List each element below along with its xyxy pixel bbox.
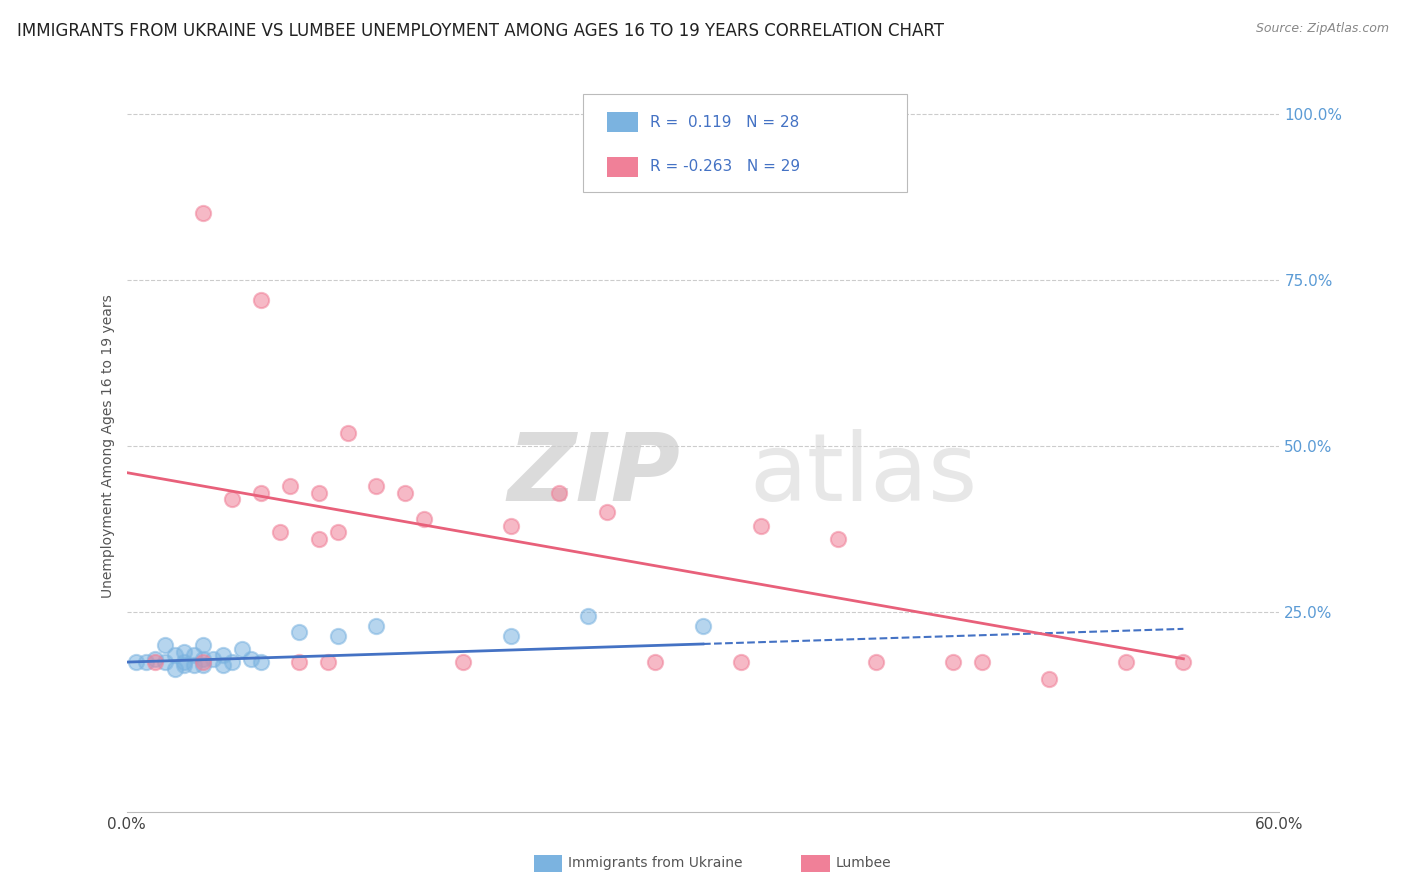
Point: [173, 645, 195, 659]
Point: [211, 648, 233, 663]
Point: [548, 485, 571, 500]
Point: [499, 518, 522, 533]
Point: [288, 655, 311, 669]
Point: [326, 628, 349, 642]
Point: [308, 485, 330, 500]
Point: [827, 532, 849, 546]
Point: [193, 655, 215, 669]
Point: [193, 658, 215, 673]
Point: [308, 532, 330, 546]
Point: [413, 512, 436, 526]
Point: [221, 492, 243, 507]
Point: [231, 641, 253, 656]
Point: [173, 655, 195, 669]
Point: [193, 639, 215, 653]
Point: [173, 658, 195, 673]
Point: [269, 525, 291, 540]
Point: [451, 655, 474, 669]
Point: [153, 655, 176, 669]
Point: [221, 655, 243, 669]
Point: [135, 655, 157, 669]
Point: [250, 655, 273, 669]
Point: [1173, 655, 1195, 669]
Text: R = -0.263   N = 29: R = -0.263 N = 29: [650, 160, 800, 174]
Text: Lumbee: Lumbee: [835, 856, 891, 871]
Text: ZIP: ZIP: [508, 429, 681, 521]
Point: [145, 655, 166, 669]
Point: [145, 652, 166, 666]
Text: IMMIGRANTS FROM UKRAINE VS LUMBEE UNEMPLOYMENT AMONG AGES 16 TO 19 YEARS CORRELA: IMMIGRANTS FROM UKRAINE VS LUMBEE UNEMPL…: [17, 22, 943, 40]
Point: [730, 655, 752, 669]
Point: [576, 608, 599, 623]
Point: [288, 625, 311, 640]
Y-axis label: Unemployment Among Ages 16 to 19 years: Unemployment Among Ages 16 to 19 years: [101, 294, 115, 598]
Point: [336, 425, 359, 440]
Point: [125, 655, 148, 669]
Point: [644, 655, 666, 669]
Text: atlas: atlas: [749, 429, 977, 521]
Text: Source: ZipAtlas.com: Source: ZipAtlas.com: [1256, 22, 1389, 36]
Point: [278, 479, 301, 493]
Point: [250, 293, 273, 307]
Point: [163, 648, 186, 663]
Point: [193, 206, 215, 220]
Point: [865, 655, 887, 669]
Point: [326, 525, 349, 540]
Point: [499, 628, 522, 642]
Point: [163, 662, 186, 676]
Point: [211, 658, 233, 673]
Point: [250, 485, 273, 500]
Point: [366, 479, 388, 493]
Point: [153, 639, 176, 653]
Point: [596, 506, 619, 520]
Point: [202, 652, 225, 666]
Point: [749, 518, 772, 533]
Point: [1115, 655, 1137, 669]
Point: [394, 485, 416, 500]
Point: [942, 655, 965, 669]
Point: [240, 652, 263, 666]
Text: Immigrants from Ukraine: Immigrants from Ukraine: [568, 856, 742, 871]
Point: [1038, 672, 1060, 686]
Point: [318, 655, 340, 669]
Point: [366, 618, 388, 632]
Point: [183, 648, 205, 663]
Point: [183, 658, 205, 673]
Point: [970, 655, 993, 669]
Point: [692, 618, 714, 632]
Text: R =  0.119   N = 28: R = 0.119 N = 28: [650, 115, 799, 129]
Point: [193, 652, 215, 666]
